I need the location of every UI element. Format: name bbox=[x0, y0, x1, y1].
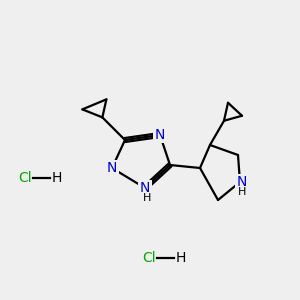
Text: N: N bbox=[155, 128, 165, 142]
Text: Cl: Cl bbox=[142, 251, 156, 265]
Text: N: N bbox=[107, 161, 117, 175]
Text: H: H bbox=[176, 251, 186, 265]
Text: H: H bbox=[238, 187, 246, 197]
Text: Cl: Cl bbox=[18, 171, 32, 185]
Text: N: N bbox=[140, 181, 150, 195]
Text: N: N bbox=[237, 175, 247, 189]
Text: H: H bbox=[143, 193, 151, 203]
Text: H: H bbox=[52, 171, 62, 185]
